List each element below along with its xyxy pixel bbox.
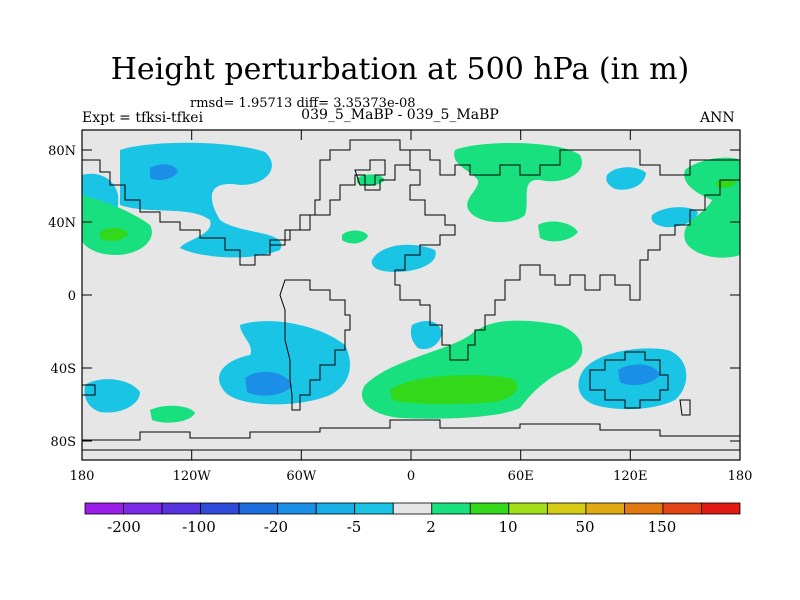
lat-label-80s: 80S [51,435,76,450]
colorbar-swatch [585,502,625,515]
lon-label-180w: 180 [70,469,95,484]
colorbar-swatch [662,502,702,515]
lon-label-120w: 120W [173,469,212,484]
comparison-label: 039_5_MaBP - 039_5_MaBP [301,107,499,123]
coast-antarctica [82,419,740,441]
colorbar-swatch [238,502,279,515]
colorbar-label: -200 [107,518,141,536]
lon-label-60e: 60E [508,469,534,484]
colorbar-swatch [431,502,471,515]
lon-label-60w: 60W [286,469,317,484]
colorbar-label: -100 [182,518,216,536]
lon-label-120e: 120E [613,469,647,484]
lat-axis: 80N 40N 0 40S 80S [48,144,740,450]
colorbar-swatch [354,502,394,515]
colorbar-swatch [624,502,664,515]
contour-med [538,221,578,242]
experiment-label: Expt = tfksi-tfkei [82,110,204,126]
lon-label-0: 0 [407,469,415,484]
coast-south-america [279,279,351,411]
lat-label-40s: 40S [51,362,76,377]
map-title: Height perturbation at 500 hPa (in m) [110,52,690,87]
contour-core-pacific [100,228,128,242]
lat-label-80n: 80N [48,144,76,159]
contour-pacific-west [82,195,152,255]
contour-core-southam [245,371,292,396]
colorbar-swatch [508,502,548,515]
lon-label-180e: 180 [728,469,753,484]
contour-eastasia [651,207,698,228]
contour-southpacific-small [150,405,195,423]
contour-siberia [606,167,646,190]
contour-core-australia [618,364,660,386]
contour-core-southern-ocean [390,375,518,405]
contour-atlantic [342,230,368,244]
coast-australia [589,351,669,409]
colorbar-swatch [84,502,124,515]
colorbar-label: 150 [648,518,677,536]
contour-southpacific-west [84,379,140,413]
lon-axis: 180 120W 60W 0 60E 120E 180 [70,130,753,484]
colorbar [84,502,741,515]
colorbar-label: 2 [426,518,436,536]
coast-north-america [82,139,411,266]
colorbar-swatch [277,502,317,515]
colorbar-swatch [701,502,741,515]
colorbar-swatch [161,502,201,515]
lat-label-0: 0 [68,289,76,304]
colorbar-swatch [392,502,433,515]
colorbar-swatch [200,502,240,515]
contour-greenland [357,174,385,186]
colorbar-swatch [315,502,356,515]
colorbar-label: 10 [498,518,517,536]
season-label: ANN [700,110,735,126]
coast-southpacific-islands [82,384,96,396]
lat-label-40n: 40N [48,216,76,231]
stats-line: rmsd= 1.95713 diff= 3.35373e-08 [190,96,416,111]
colorbar-label: 50 [575,518,594,536]
colorbar-label: -20 [264,518,288,536]
contour-africa-small [410,321,442,350]
colorbar-swatch [546,502,587,515]
colorbar-labels: -200 -100 -20 -5 2 10 50 150 [107,518,676,536]
contour-arctic-east [454,143,582,223]
coast-greenland [354,159,386,186]
contour-core-nam [150,164,178,180]
contour-core-asia [716,179,736,188]
colorbar-swatch [469,502,510,515]
colorbar-swatch [123,502,163,515]
coast-new-zealand [679,399,691,416]
coast-eurasia-africa [394,149,740,361]
colorbar-label: -5 [347,518,362,536]
